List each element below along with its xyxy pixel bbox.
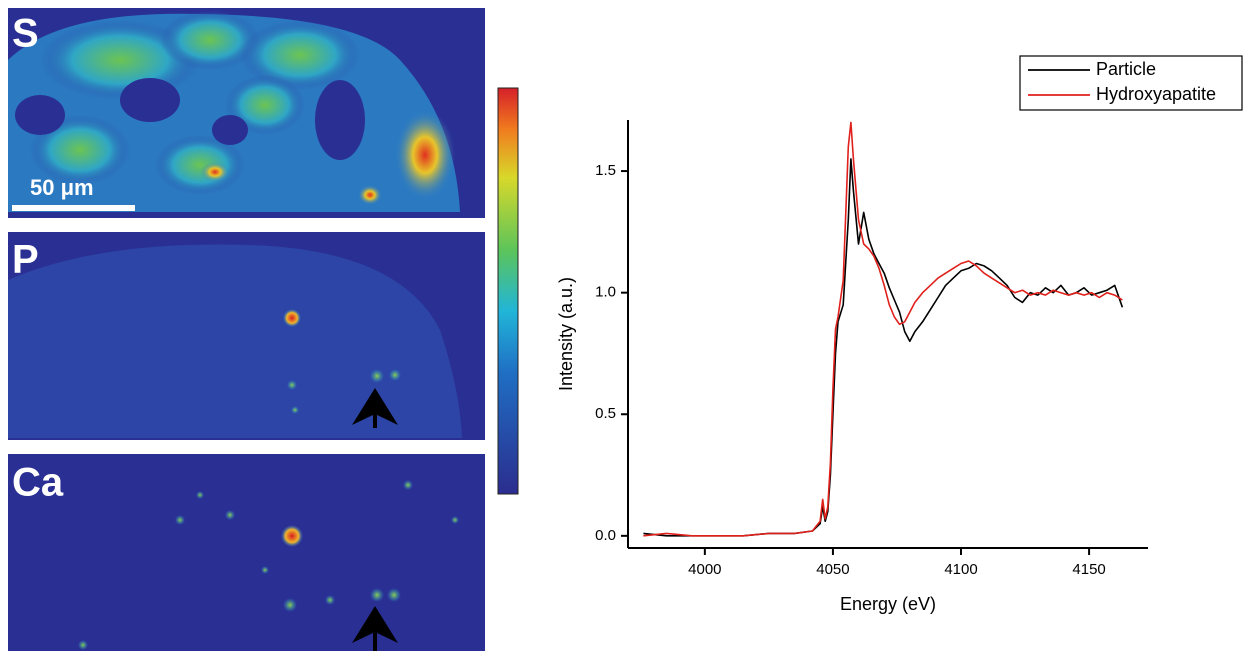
s-map bbox=[8, 8, 485, 218]
map-label: Ca bbox=[12, 461, 64, 505]
legend-box bbox=[1019, 55, 1243, 111]
y-tick-label: 1.5 bbox=[595, 162, 616, 179]
y-tick-label: 0.0 bbox=[595, 527, 616, 544]
series-line bbox=[643, 158, 1124, 537]
y-tick-label: 1.0 bbox=[595, 284, 616, 301]
x-tick-label: 4000 bbox=[688, 561, 721, 578]
map-label: S bbox=[12, 12, 39, 56]
y-axis-title: Intensity (a.u.) bbox=[556, 277, 576, 391]
legend-label: Hydroxyapatite bbox=[1096, 84, 1216, 104]
colorbar bbox=[497, 87, 519, 495]
p-map bbox=[8, 232, 485, 440]
x-tick-label: 4150 bbox=[1072, 561, 1105, 578]
map-label: P bbox=[12, 238, 39, 282]
x-tick-label: 4100 bbox=[944, 561, 977, 578]
ca-map bbox=[8, 454, 485, 651]
scale-bar-label: 50 μm bbox=[30, 175, 94, 200]
plot: 0.0 0.5 1.0 1.5 4000 4050 4100 4150 Energy (eV) I… bbox=[556, 55, 1243, 614]
legend-label: Particle bbox=[1096, 59, 1156, 79]
y-tick-label: 0.5 bbox=[595, 405, 616, 422]
series-line bbox=[643, 121, 1123, 537]
x-tick-label: 4050 bbox=[816, 561, 849, 578]
x-axis-title: Energy (eV) bbox=[840, 594, 936, 614]
